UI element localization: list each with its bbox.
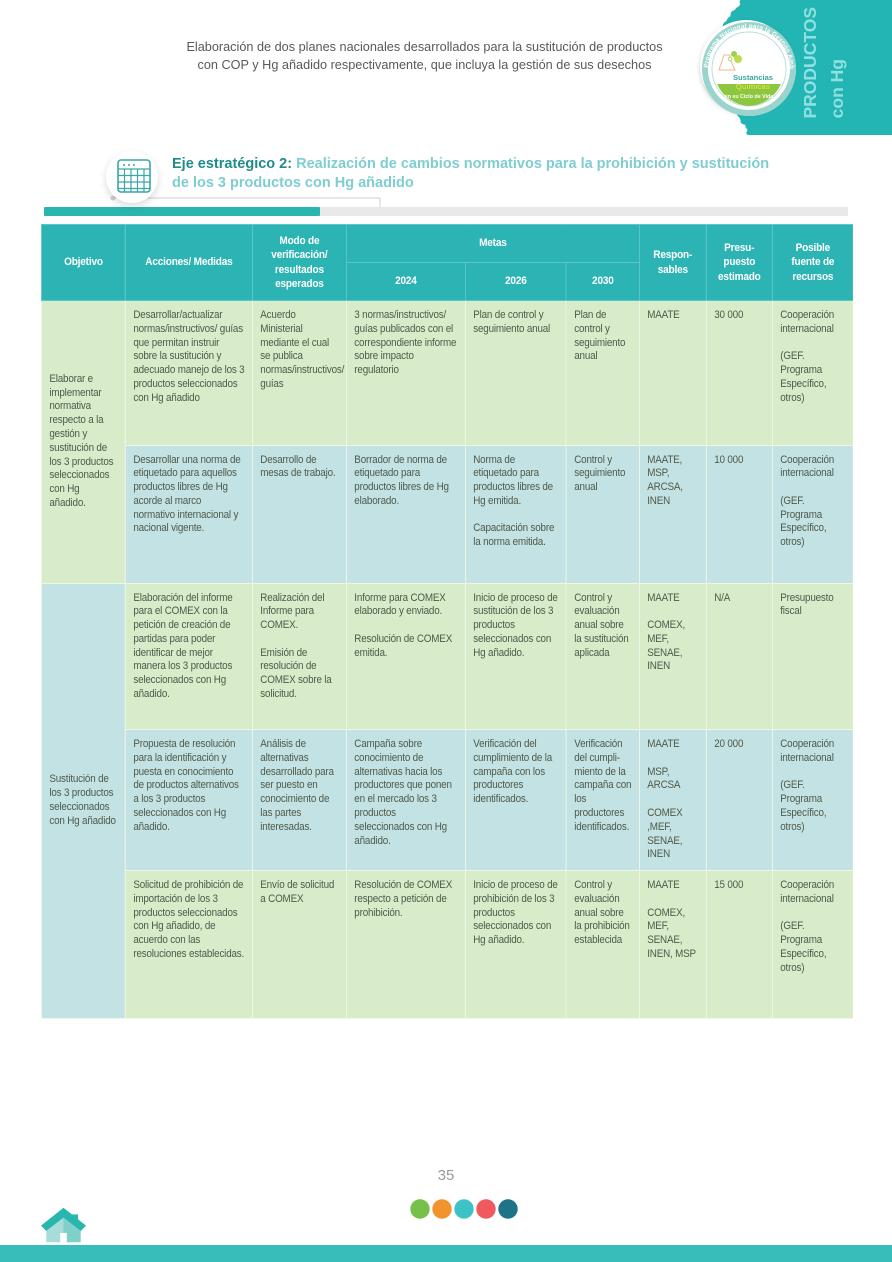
svg-text:en su Ciclo de Vida: en su Ciclo de Vida <box>725 94 774 100</box>
svg-text:Sustancias: Sustancias <box>733 73 773 82</box>
svg-text:Químicas: Químicas <box>736 82 770 91</box>
